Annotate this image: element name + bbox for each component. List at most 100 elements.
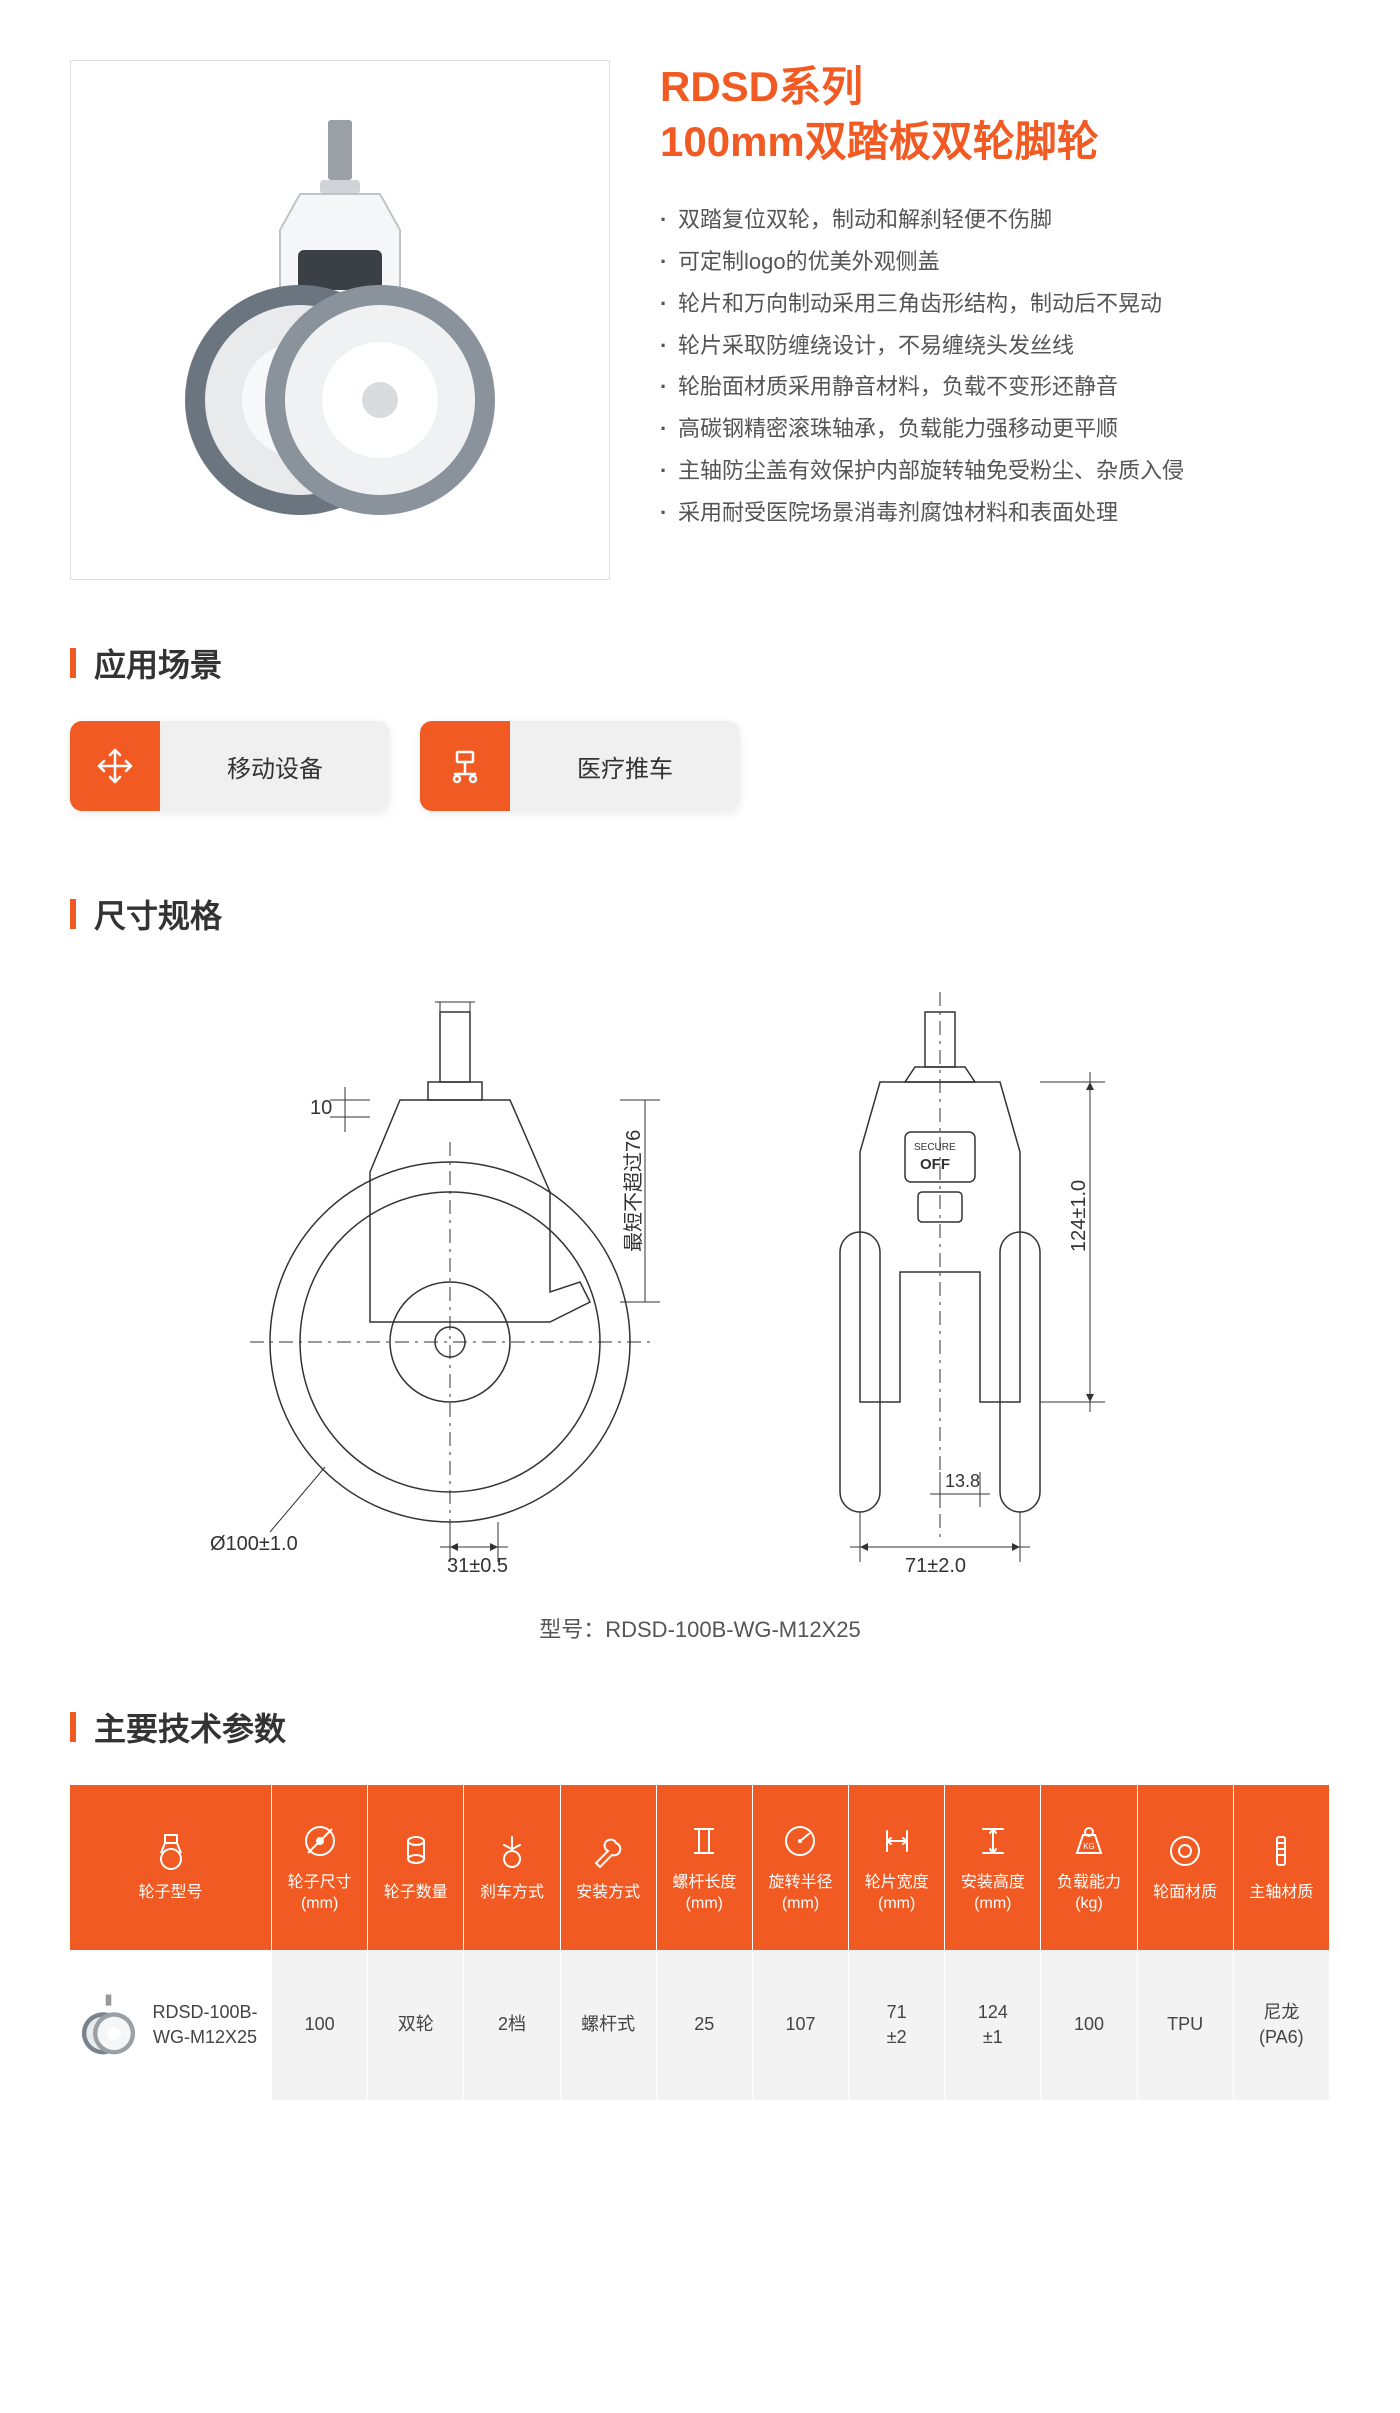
feature-item: 主轴防尘盖有效保护内部旋转轴免受粉尘、杂质入侵: [660, 450, 1330, 492]
spec-header: KG 负载能力 (kg): [1041, 1785, 1136, 1950]
spec-header-label: 轮子尺寸 (mm): [288, 1873, 352, 1915]
spec-cell: RDSD-100B-WG-M12X25: [70, 1950, 271, 2100]
spec-header: 螺杆长度 (mm): [657, 1785, 752, 1950]
spec-col-count: 轮子数量 双轮: [368, 1785, 464, 2100]
spec-col-radius: 旋转半径 (mm) 107: [753, 1785, 849, 2100]
feature-item: 轮片和万向制动采用三角齿形结构，制动后不晃动: [660, 283, 1330, 325]
spec-cell: 尼龙 (PA6): [1234, 1950, 1329, 2100]
caster-thumb-icon: [78, 1965, 139, 2085]
feature-item: 轮片采取防缠绕设计，不易缠绕头发丝线: [660, 325, 1330, 367]
title-line1: RDSD系列: [660, 63, 863, 110]
dim-w31: 31±0.5: [447, 1555, 508, 1577]
spec-cell: 100: [272, 1950, 367, 2100]
dim-d100: Ø100±1.0: [210, 1533, 298, 1555]
spec-table: 轮子型号 RDSD-100B-WG-M12X25 轮子尺寸 (mm) 100 轮…: [70, 1785, 1330, 2100]
scenario-chip-medical: 医疗推车: [420, 721, 740, 811]
width-icon: [877, 1821, 917, 1861]
dim-w71: 71±2.0: [905, 1555, 966, 1577]
axle-icon: [1261, 1831, 1301, 1871]
spec-cell: 100: [1041, 1950, 1136, 2100]
scenario-chip-mobile: 移动设备: [70, 721, 390, 811]
spec-cell: 107: [753, 1950, 848, 2100]
cart-icon: [420, 721, 510, 811]
spec-col-stem: 螺杆长度 (mm) 25: [657, 1785, 753, 2100]
dim-h124: 124±1.0: [1068, 1180, 1090, 1252]
heading-bar: [70, 899, 76, 929]
weight-icon: KG: [1069, 1821, 1109, 1861]
feature-item: 采用耐受医院场景消毒剂腐蚀材料和表面处理: [660, 492, 1330, 534]
spec-value: RDSD-100B-WG-M12X25: [147, 2000, 263, 2050]
spec-header: 安装高度 (mm): [945, 1785, 1040, 1950]
feature-list: 双踏复位双轮，制动和解刹轻便不伤脚 可定制logo的优美外观侧盖 轮片和万向制动…: [660, 199, 1330, 533]
spec-header: 轮子尺寸 (mm): [272, 1785, 367, 1950]
feature-item: 轮胎面材质采用静音材料，负载不变形还静音: [660, 366, 1330, 408]
spec-col-axle: 主轴材质 尼龙 (PA6): [1234, 1785, 1330, 2100]
spec-header-label: 刹车方式: [480, 1883, 544, 1904]
feature-item: 双踏复位双轮，制动和解刹轻便不伤脚: [660, 199, 1330, 241]
spec-header: 刹车方式: [464, 1785, 559, 1950]
feature-item: 可定制logo的优美外观侧盖: [660, 241, 1330, 283]
dim-w138: 13.8: [945, 1471, 980, 1491]
spec-col-brake: 刹车方式 2档: [464, 1785, 560, 2100]
spec-cell: 25: [657, 1950, 752, 2100]
dim-h10: 10: [310, 1097, 332, 1119]
spec-header-label: 安装高度 (mm): [961, 1873, 1025, 1915]
heading-bar: [70, 1712, 76, 1742]
top-row: RDSD系列 100mm双踏板双轮脚轮 双踏复位双轮，制动和解刹轻便不伤脚 可定…: [70, 60, 1330, 580]
svg-text:KG: KG: [1083, 1842, 1095, 1851]
spec-col-mount: 安装方式 螺杆式: [561, 1785, 657, 2100]
radius-icon: [780, 1821, 820, 1861]
spec-col-height: 安装高度 (mm) 124 ±1: [945, 1785, 1041, 2100]
spec-cell: 螺杆式: [561, 1950, 656, 2100]
spec-cell: 2档: [464, 1950, 559, 2100]
heading-text: 尺寸规格: [94, 891, 222, 937]
spec-header: 主轴材质: [1234, 1785, 1329, 1950]
scenario-label: 移动设备: [160, 749, 390, 784]
spec-header-label: 旋转半径 (mm): [768, 1873, 832, 1915]
dimension-drawing: Ø100±1.0 31±0.5 10 最短不超过76 71±2.0 13.8 1…: [150, 972, 1250, 1592]
spec-header-label: 轮面材质: [1153, 1883, 1217, 1904]
heading-text: 应用场景: [94, 640, 222, 686]
spec-col-size: 轮子尺寸 (mm) 100: [272, 1785, 368, 2100]
spec-header: 轮子型号: [70, 1785, 271, 1950]
spec-header-label: 负载能力 (kg): [1057, 1873, 1121, 1915]
heading-bar: [70, 648, 76, 678]
spec-header-label: 轮子数量: [384, 1883, 448, 1904]
section-heading-specs: 主要技术参数: [70, 1704, 1330, 1750]
move-icon: [70, 721, 160, 811]
product-image-box: [70, 60, 610, 580]
caster-icon: [151, 1831, 191, 1871]
height-icon: [973, 1821, 1013, 1861]
heading-text: 主要技术参数: [94, 1704, 286, 1750]
count-icon: [396, 1831, 436, 1871]
diameter-icon: [300, 1821, 340, 1861]
info-column: RDSD系列 100mm双踏板双轮脚轮 双踏复位双轮，制动和解刹轻便不伤脚 可定…: [660, 60, 1330, 580]
spec-header-label: 安装方式: [576, 1883, 640, 1904]
dim-note: 最短不超过76: [622, 1130, 645, 1252]
dim-secure: SECURE: [914, 1142, 956, 1153]
spec-cell: 71 ±2: [849, 1950, 944, 2100]
spec-header: 轮面材质: [1138, 1785, 1233, 1950]
title-line2: 100mm双踏板双轮脚轮: [660, 118, 1099, 165]
spec-header-label: 轮片宽度 (mm): [865, 1873, 929, 1915]
scenario-row: 移动设备 医疗推车: [70, 721, 1330, 811]
product-title: RDSD系列 100mm双踏板双轮脚轮: [660, 60, 1330, 169]
section-heading-scenarios: 应用场景: [70, 640, 1330, 686]
spec-col-load: KG 负载能力 (kg) 100: [1041, 1785, 1137, 2100]
section-heading-dimensions: 尺寸规格: [70, 891, 1330, 937]
spec-header-label: 螺杆长度 (mm): [672, 1873, 736, 1915]
spec-header: 轮子数量: [368, 1785, 463, 1950]
material-icon: [1165, 1831, 1205, 1871]
scenario-label: 医疗推车: [510, 749, 740, 784]
dimension-drawing-area: Ø100±1.0 31±0.5 10 最短不超过76 71±2.0 13.8 1…: [70, 972, 1330, 1592]
wrench-icon: [588, 1831, 628, 1871]
spec-header: 旋转半径 (mm): [753, 1785, 848, 1950]
spec-cell: 双轮: [368, 1950, 463, 2100]
length-icon: [684, 1821, 724, 1861]
spec-col-model: 轮子型号 RDSD-100B-WG-M12X25: [70, 1785, 272, 2100]
brake-icon: [492, 1831, 532, 1871]
spec-header: 安装方式: [561, 1785, 656, 1950]
spec-header-label: 主轴材质: [1249, 1883, 1313, 1904]
spec-cell: TPU: [1138, 1950, 1233, 2100]
spec-cell: 124 ±1: [945, 1950, 1040, 2100]
